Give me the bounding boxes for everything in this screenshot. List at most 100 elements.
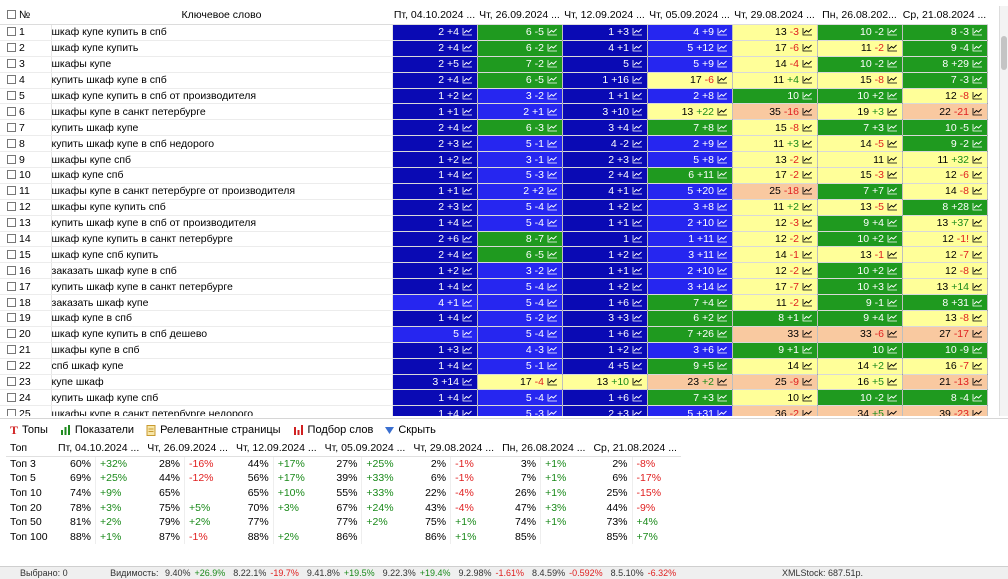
position-chart-button[interactable] bbox=[884, 56, 903, 73]
position-chart-button[interactable] bbox=[714, 310, 733, 327]
table-row[interactable]: 23 купе шкаф 3 +14 17 -4 13 +10 23 +2 25 -9 16 … bbox=[0, 374, 988, 391]
scrollbar-thumb[interactable] bbox=[1001, 36, 1007, 70]
position-cell[interactable]: 4 +1 bbox=[562, 40, 629, 57]
position-cell[interactable]: 2 +8 bbox=[647, 88, 714, 105]
position-chart-button[interactable] bbox=[799, 294, 818, 312]
position-chart-button[interactable] bbox=[799, 231, 818, 248]
position-cell[interactable]: 2 +4 bbox=[562, 167, 629, 184]
row-checkbox[interactable] bbox=[7, 106, 16, 116]
position-chart-button[interactable] bbox=[714, 72, 733, 89]
position-chart-button[interactable] bbox=[884, 199, 903, 216]
position-chart-button[interactable] bbox=[544, 231, 563, 248]
row-number-cell[interactable]: 4 bbox=[0, 72, 52, 89]
position-chart-button[interactable] bbox=[459, 24, 478, 41]
position-cell[interactable]: 14 -1 bbox=[732, 246, 799, 264]
position-chart-button[interactable] bbox=[629, 278, 648, 296]
row-number-cell[interactable]: 2 bbox=[0, 40, 52, 57]
position-chart-button[interactable] bbox=[969, 24, 988, 41]
row-number-cell[interactable]: 17 bbox=[0, 278, 52, 296]
row-number-cell[interactable]: 8 bbox=[0, 135, 52, 153]
position-chart-button[interactable] bbox=[714, 167, 733, 184]
keyword-column-header[interactable]: Ключевое слово bbox=[51, 6, 392, 25]
date-column-header[interactable]: Пт, 04.10.2024 ... bbox=[392, 6, 477, 25]
position-cell[interactable]: 2 +4 bbox=[392, 72, 459, 89]
position-cell[interactable]: 23 +2 bbox=[647, 374, 714, 391]
position-cell[interactable]: 34 +5 bbox=[817, 405, 884, 416]
position-cell[interactable]: 4 +5 bbox=[562, 358, 629, 375]
position-chart-button[interactable] bbox=[629, 389, 648, 407]
position-cell[interactable]: 8 +29 bbox=[902, 56, 969, 73]
position-cell[interactable]: 14 bbox=[732, 358, 799, 375]
position-cell[interactable]: 8 -3 bbox=[902, 24, 969, 41]
table-row[interactable]: 2 шкаф купе купить 2 +4 6 -2 4 +1 5 +12 17 -6 1… bbox=[0, 40, 988, 57]
position-cell[interactable]: 3 +11 bbox=[647, 246, 714, 264]
row-checkbox[interactable] bbox=[7, 361, 16, 371]
position-chart-button[interactable] bbox=[544, 40, 563, 57]
position-chart-button[interactable] bbox=[544, 199, 563, 216]
position-cell[interactable]: 1 +11 bbox=[647, 231, 714, 248]
position-chart-button[interactable] bbox=[969, 262, 988, 280]
position-cell[interactable]: 6 +2 bbox=[647, 310, 714, 327]
keyword-cell[interactable]: купить шкаф купе спб bbox=[51, 389, 393, 407]
position-chart-button[interactable] bbox=[459, 72, 478, 89]
position-chart-button[interactable] bbox=[459, 326, 478, 343]
position-chart-button[interactable] bbox=[969, 358, 988, 375]
row-checkbox[interactable] bbox=[7, 345, 16, 355]
position-chart-button[interactable] bbox=[884, 405, 903, 416]
position-cell[interactable]: 3 -2 bbox=[477, 262, 544, 280]
position-chart-button[interactable] bbox=[629, 72, 648, 89]
position-chart-button[interactable] bbox=[629, 231, 648, 248]
position-cell[interactable]: 2 +6 bbox=[392, 231, 459, 248]
keyword-cell[interactable]: купить шкаф купе в спб bbox=[51, 72, 393, 89]
position-cell[interactable]: 6 -5 bbox=[477, 246, 544, 264]
position-chart-button[interactable] bbox=[629, 40, 648, 57]
position-chart-button[interactable] bbox=[969, 40, 988, 57]
position-cell[interactable]: 2 +4 bbox=[392, 119, 459, 137]
position-cell[interactable]: 1 +2 bbox=[392, 151, 459, 169]
position-cell[interactable]: 2 +10 bbox=[647, 262, 714, 280]
position-chart-button[interactable] bbox=[884, 215, 903, 232]
position-cell[interactable]: 4 -2 bbox=[562, 135, 629, 153]
position-chart-button[interactable] bbox=[544, 326, 563, 343]
hide-panel-button[interactable]: Скрыть bbox=[385, 424, 436, 436]
position-chart-button[interactable] bbox=[799, 40, 818, 57]
row-number-cell[interactable]: 18 bbox=[0, 294, 52, 312]
position-cell[interactable]: 7 -2 bbox=[477, 56, 544, 73]
position-cell[interactable]: 2 +4 bbox=[392, 40, 459, 57]
position-chart-button[interactable] bbox=[544, 151, 563, 169]
position-cell[interactable]: 17 -4 bbox=[477, 374, 544, 391]
position-cell[interactable]: 3 +8 bbox=[647, 199, 714, 216]
position-cell[interactable]: 3 +3 bbox=[562, 310, 629, 327]
position-chart-button[interactable] bbox=[799, 326, 818, 343]
position-chart-button[interactable] bbox=[459, 215, 478, 232]
position-chart-button[interactable] bbox=[799, 374, 818, 391]
position-chart-button[interactable] bbox=[459, 135, 478, 153]
position-chart-button[interactable] bbox=[799, 151, 818, 169]
position-cell[interactable]: 13 +10 bbox=[562, 374, 629, 391]
position-cell[interactable]: 2 +5 bbox=[392, 56, 459, 73]
position-cell[interactable]: 10 +2 bbox=[817, 231, 884, 248]
position-chart-button[interactable] bbox=[884, 326, 903, 343]
position-cell[interactable]: 3 +10 bbox=[562, 103, 629, 121]
row-number-cell[interactable]: 20 bbox=[0, 326, 52, 343]
row-checkbox[interactable] bbox=[7, 313, 16, 323]
position-chart-button[interactable] bbox=[714, 215, 733, 232]
position-cell[interactable]: 5 -1 bbox=[477, 358, 544, 375]
position-chart-button[interactable] bbox=[714, 103, 733, 121]
position-chart-button[interactable] bbox=[544, 24, 563, 41]
position-cell[interactable]: 6 -5 bbox=[477, 72, 544, 89]
table-row[interactable]: 8 купить шкаф купе в спб недорого 2 +3 5 -1… bbox=[0, 135, 988, 153]
position-chart-button[interactable] bbox=[544, 294, 563, 312]
row-number-cell[interactable]: 25 bbox=[0, 405, 52, 416]
position-chart-button[interactable] bbox=[884, 310, 903, 327]
table-row[interactable]: 15 шкаф купе спб купить 2 +4 6 -5 1 +2 3 +11 1… bbox=[0, 246, 988, 264]
row-number-cell[interactable]: 1 bbox=[0, 24, 52, 41]
row-checkbox[interactable] bbox=[7, 218, 16, 228]
row-checkbox[interactable] bbox=[7, 138, 16, 148]
table-row[interactable]: 22 спб шкаф купе 1 +4 5 -1 4 +5 9 +5 14 14 +2 16… bbox=[0, 358, 988, 375]
position-chart-button[interactable] bbox=[884, 24, 903, 41]
position-cell[interactable]: 1 +2 bbox=[562, 342, 629, 359]
position-chart-button[interactable] bbox=[799, 119, 818, 137]
position-cell[interactable]: 15 -3 bbox=[817, 167, 884, 184]
position-cell[interactable]: 1 +2 bbox=[392, 88, 459, 105]
